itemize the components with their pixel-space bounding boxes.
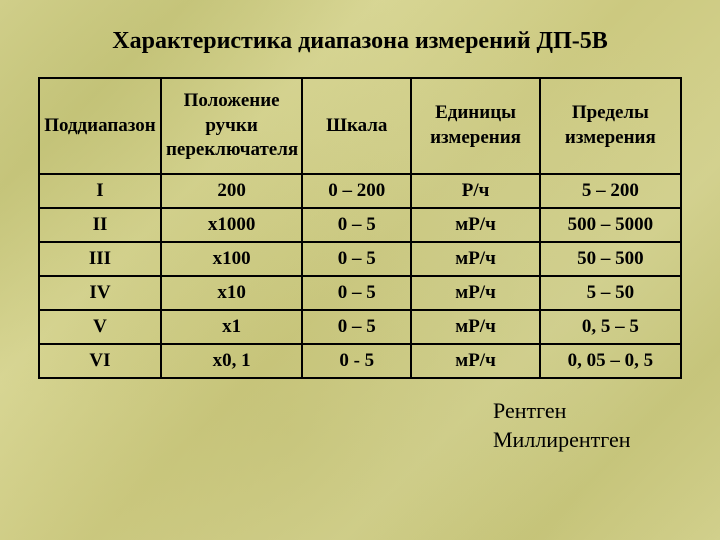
- cell: х100: [161, 242, 302, 276]
- cell: мР/ч: [411, 208, 539, 242]
- cell: 5 – 200: [540, 174, 681, 208]
- cell: х0, 1: [161, 344, 302, 378]
- cell: 500 – 5000: [540, 208, 681, 242]
- cell: I: [39, 174, 161, 208]
- header-switch-pos: Положение ручки переключателя: [161, 78, 302, 174]
- header-limits: Пределы измерения: [540, 78, 681, 174]
- cell: II: [39, 208, 161, 242]
- cell: х10: [161, 276, 302, 310]
- table-row: V х1 0 – 5 мР/ч 0, 5 – 5: [39, 310, 681, 344]
- cell: х1000: [161, 208, 302, 242]
- cell: 200: [161, 174, 302, 208]
- table-row: III х100 0 – 5 мР/ч 50 – 500: [39, 242, 681, 276]
- table-row: VI х0, 1 0 - 5 мР/ч 0, 05 – 0, 5: [39, 344, 681, 378]
- cell: 5 – 50: [540, 276, 681, 310]
- cell: 0 – 5: [302, 208, 411, 242]
- cell: мР/ч: [411, 276, 539, 310]
- legend-roentgen: Рентген: [493, 397, 622, 426]
- cell: мР/ч: [411, 242, 539, 276]
- measurement-range-table: Поддиапазон Положение ручки переключател…: [38, 77, 682, 379]
- cell: 0 – 5: [302, 310, 411, 344]
- cell: 0 – 200: [302, 174, 411, 208]
- header-scale: Шкала: [302, 78, 411, 174]
- cell: мР/ч: [411, 310, 539, 344]
- cell: V: [39, 310, 161, 344]
- cell: 50 – 500: [540, 242, 681, 276]
- table-row: II х1000 0 – 5 мР/ч 500 – 5000: [39, 208, 681, 242]
- table-row: I 200 0 – 200 Р/ч 5 – 200: [39, 174, 681, 208]
- cell: IV: [39, 276, 161, 310]
- legend-milliroentgen: Миллирентген: [493, 426, 622, 455]
- cell: 0 - 5: [302, 344, 411, 378]
- cell: 0 – 5: [302, 242, 411, 276]
- header-subrange: Поддиапазон: [39, 78, 161, 174]
- header-units: Единицы измерения: [411, 78, 539, 174]
- table-row: IV х10 0 – 5 мР/ч 5 – 50: [39, 276, 681, 310]
- cell: 0 – 5: [302, 276, 411, 310]
- cell: Р/ч: [411, 174, 539, 208]
- cell: VI: [39, 344, 161, 378]
- cell: х1: [161, 310, 302, 344]
- cell: III: [39, 242, 161, 276]
- cell: 0, 05 – 0, 5: [540, 344, 681, 378]
- page-title: Характеристика диапазона измерений ДП-5В: [38, 28, 682, 55]
- cell: мР/ч: [411, 344, 539, 378]
- footer-legend: Рентген Миллирентген: [493, 397, 682, 454]
- table-header-row: Поддиапазон Положение ручки переключател…: [39, 78, 681, 174]
- cell: 0, 5 – 5: [540, 310, 681, 344]
